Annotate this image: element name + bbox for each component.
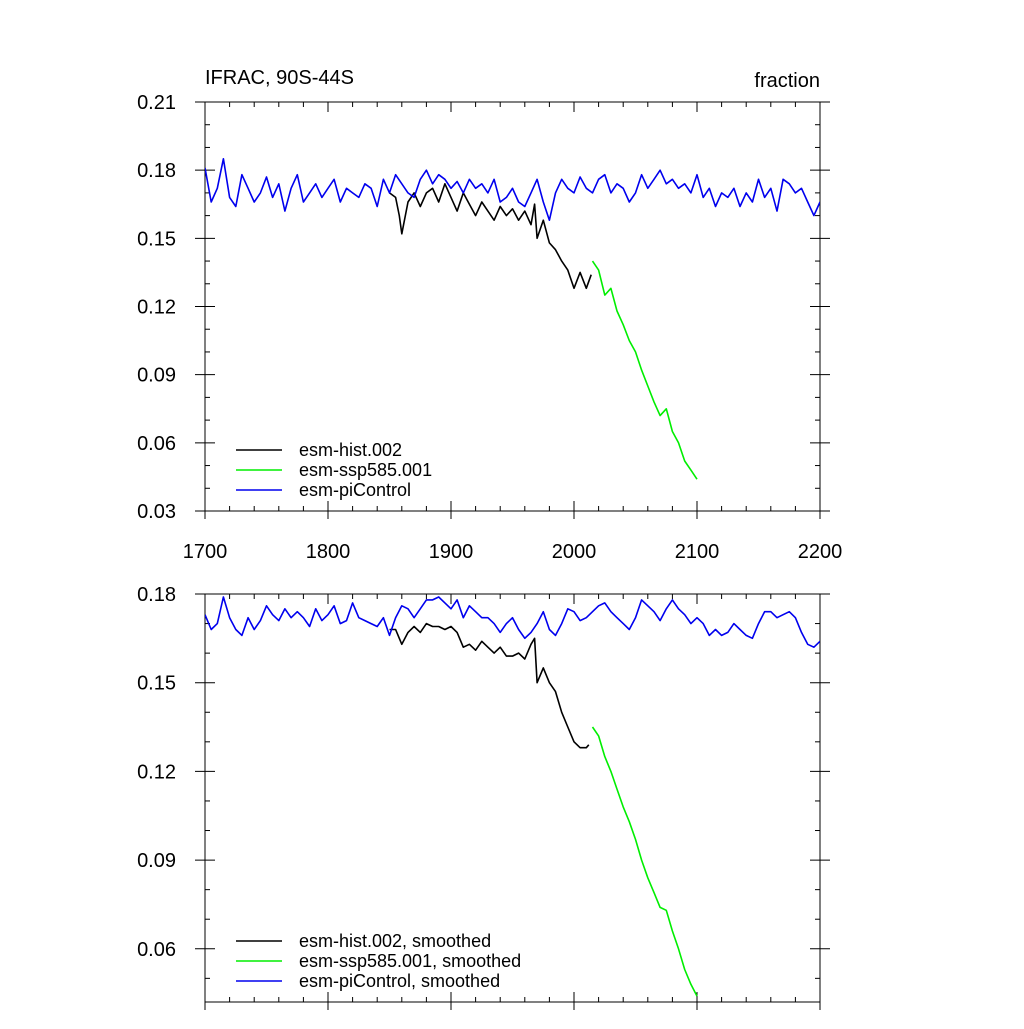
x-tick-label: 1900 — [429, 541, 474, 563]
plot-frame — [204, 101, 821, 512]
x-tick-label: 1800 — [306, 541, 351, 563]
series-line-0 — [389, 622, 590, 749]
legend-label-1: esm-ssp585.001, smoothed — [299, 951, 521, 971]
x-tick-label: 2000 — [552, 541, 597, 563]
top-panel: 1700 1800 1900 2000 2100 2200 0.03 0.06 0.09 0.12… — [137, 67, 842, 563]
series-line-2 — [205, 596, 820, 649]
series-line-1 — [591, 726, 698, 997]
y-tick-label: 0.12 — [137, 297, 176, 319]
y-tick-label: 0.15 — [137, 228, 176, 250]
legend-label-0: esm-hist.002 — [299, 440, 402, 460]
series-line-0 — [389, 183, 592, 290]
y-tick-label: 0.03 — [137, 501, 176, 523]
y-tick-label: 0.15 — [137, 673, 176, 695]
bottom-panel: 0.06 0.09 0.12 0.15 0.18 esm-hist.002, smooth… — [137, 584, 830, 1010]
y-tick-label: 0.12 — [137, 761, 176, 783]
y-tick-label: 0.09 — [137, 850, 176, 872]
series-line-1 — [591, 260, 698, 480]
y-tick-label: 0.21 — [137, 92, 176, 114]
chart-units: fraction — [754, 70, 820, 92]
y-tick-label: 0.06 — [137, 939, 176, 961]
chart-title: IFRAC, 90S-44S — [205, 67, 354, 89]
series-line-2 — [205, 158, 820, 221]
y-tick-label: 0.18 — [137, 584, 176, 606]
y-tick-label: 0.09 — [137, 365, 176, 387]
legend-label-0: esm-hist.002, smoothed — [299, 931, 491, 951]
x-tick-label: 1700 — [183, 541, 228, 563]
x-tick-label: 2100 — [675, 541, 720, 563]
y-tick-label: 0.18 — [137, 160, 176, 182]
plot-frame — [204, 593, 821, 1003]
legend-label-2: esm-piControl, smoothed — [299, 971, 500, 991]
y-tick-label: 0.06 — [137, 433, 176, 455]
x-tick-label: 2200 — [798, 541, 843, 563]
legend-label-1: esm-ssp585.001 — [299, 460, 432, 480]
legend-label-2: esm-piControl — [299, 480, 411, 500]
